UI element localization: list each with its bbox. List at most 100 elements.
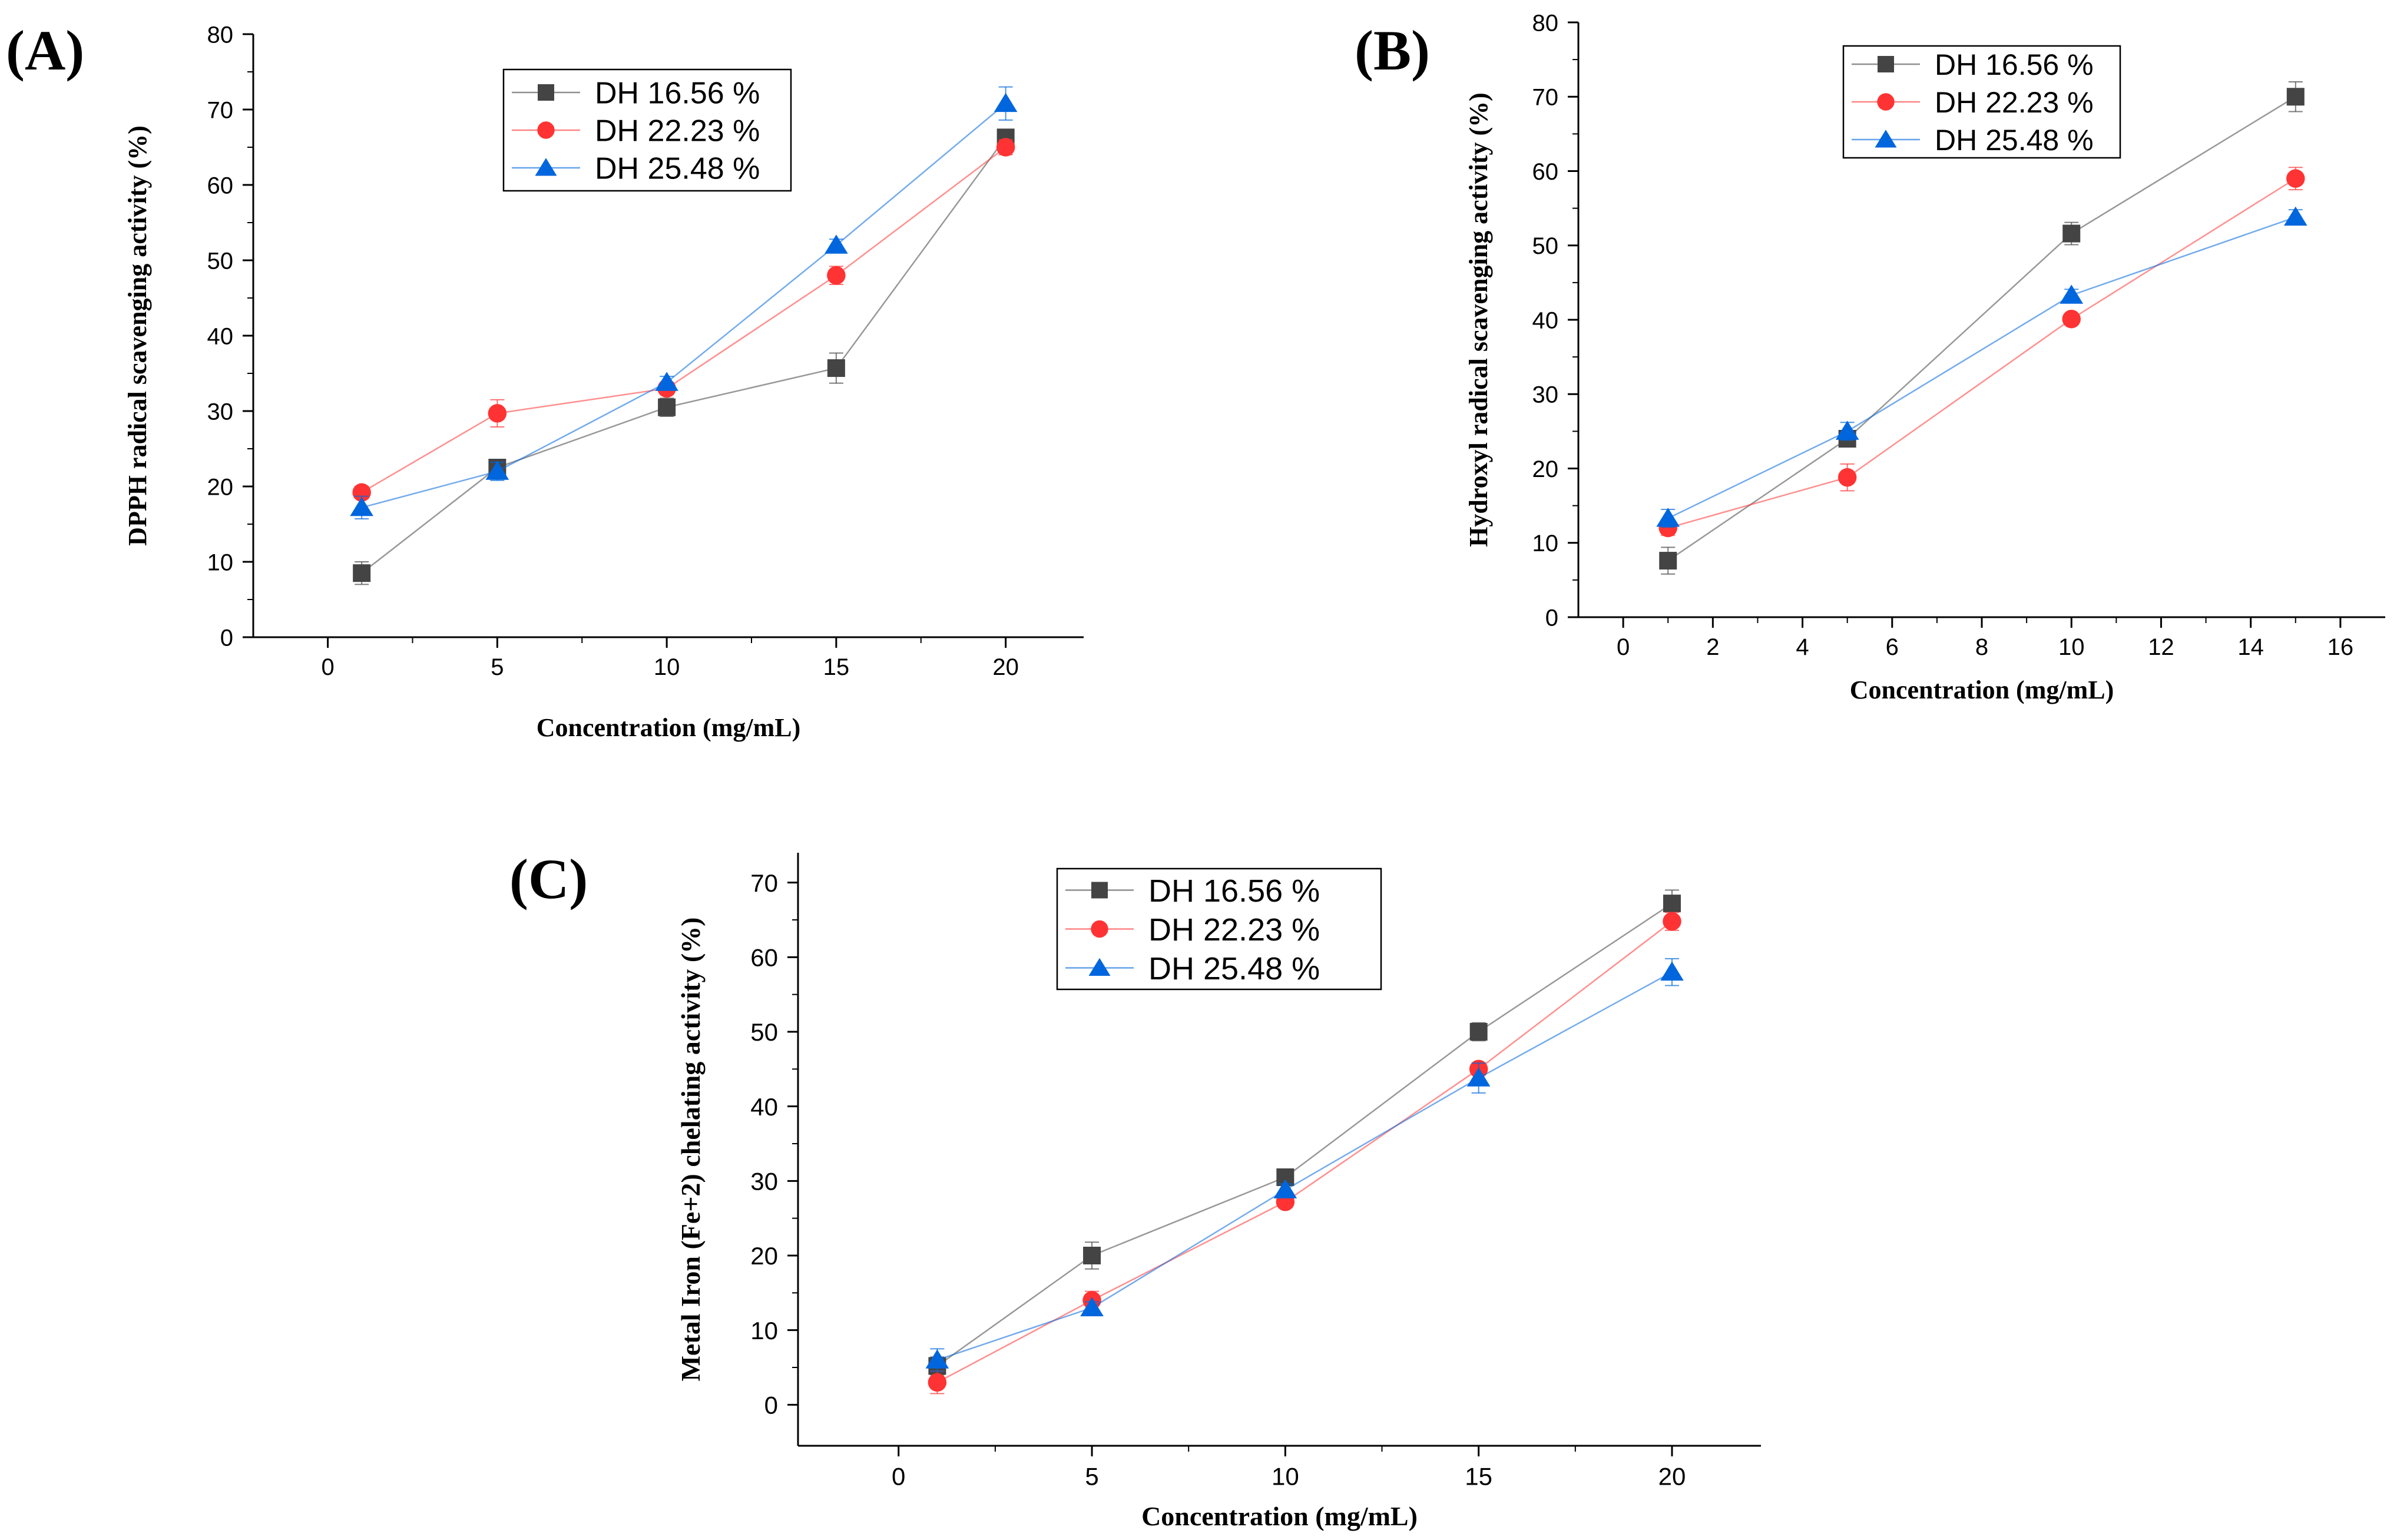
y-tick-label: 10	[750, 1317, 778, 1344]
series-line	[1667, 178, 2296, 529]
y-tick-label: 70	[750, 869, 778, 897]
data-point	[655, 372, 678, 391]
y-axis-title: DPPH radical scavenging activity (%)	[123, 125, 152, 546]
series-line	[1667, 96, 2296, 562]
y-tick-label: 0	[764, 1391, 778, 1419]
series-line	[361, 147, 1007, 494]
x-tick-label: 6	[1886, 634, 1899, 660]
data-point	[827, 266, 846, 285]
y-tick-label: 20	[750, 1242, 778, 1270]
y-tick-label: 0	[220, 625, 233, 651]
data-point	[488, 404, 507, 423]
data-point	[353, 564, 371, 582]
legend-marker	[1091, 882, 1108, 899]
legend-item: DH 25.48 %	[1065, 951, 1320, 986]
legend-item: DH 16.56 %	[1852, 48, 2094, 81]
series-line	[1667, 216, 2296, 519]
legend-marker	[1088, 958, 1111, 976]
x-tick-label: 4	[1796, 634, 1809, 660]
panel-label: (B)	[1355, 19, 1430, 82]
y-tick-label: 20	[207, 474, 234, 500]
data-point	[2060, 284, 2084, 304]
legend-label: DH 16.56 %	[595, 77, 760, 111]
x-tick-label: 5	[491, 654, 504, 680]
series-2	[1658, 167, 2305, 538]
x-axis-title: Concentration (mg/mL)	[537, 713, 801, 742]
legend-marker	[537, 121, 555, 139]
y-tick-label: 50	[750, 1018, 778, 1046]
x-axis-title: Concentration (mg/mL)	[1850, 675, 2114, 704]
x-tick-label: 14	[2237, 634, 2264, 660]
data-point	[996, 138, 1015, 157]
x-tick-label: 0	[892, 1462, 905, 1490]
y-tick-label: 50	[1532, 233, 1559, 259]
data-point	[827, 359, 845, 377]
x-tick-label: 12	[2148, 634, 2174, 660]
legend-item: DH 22.23 %	[1065, 912, 1320, 948]
legend-marker	[1878, 56, 1894, 72]
legend-item: DH 16.56 %	[512, 77, 760, 111]
y-tick-label: 80	[1532, 10, 1559, 36]
legend: DH 16.56 %DH 22.23 % DH 25.48 %	[502, 68, 792, 192]
legend-item: DH 16.56 %	[1065, 873, 1320, 909]
series-line	[936, 920, 1673, 1383]
series-line	[361, 137, 1007, 574]
data-point	[825, 234, 848, 254]
legend-label: DH 25.48 %	[1148, 951, 1320, 986]
legend: DH 16.56 % DH 22.23 % DH 25.48 %	[1842, 45, 2121, 159]
x-tick-label: 10	[654, 654, 680, 680]
series-1	[353, 128, 1015, 585]
x-axis-title: Concentration (mg/mL)	[1141, 1501, 1418, 1531]
legend-label: DH 25.48 %	[1935, 124, 2094, 157]
data-point	[1838, 468, 1857, 487]
data-point	[928, 1373, 947, 1392]
chart-panel-b: (B) 0 2 4 6 8 10 12 14 16 0 10 20 30 40 50 60 70 80 Concent…	[1355, 10, 2385, 704]
data-point	[658, 398, 676, 416]
y-tick-label: 10	[1532, 531, 1559, 557]
legend-item: DH 25.48 %	[1852, 124, 2094, 157]
legend-label: DH 22.23 %	[1935, 86, 2094, 119]
y-tick-label: 60	[1532, 159, 1559, 185]
y-tick-label: 30	[750, 1167, 778, 1195]
data-point	[1080, 1297, 1104, 1317]
x-tick-label: 20	[1658, 1462, 1686, 1490]
x-tick-label: 15	[823, 654, 850, 680]
data-point	[350, 496, 373, 516]
data-point	[485, 461, 509, 480]
legend-label: DH 16.56 %	[1935, 48, 2094, 81]
y-tick-label: 50	[207, 248, 234, 274]
x-tick-label: 16	[2328, 634, 2354, 660]
data-point	[2283, 206, 2307, 226]
x-tick-label: 0	[1617, 634, 1630, 660]
y-axis-title: Metal Iron (Fe+2) chelating activity (%)	[676, 918, 706, 1382]
y-tick-label: 80	[207, 22, 234, 48]
legend-marker	[1091, 920, 1108, 938]
y-tick-label: 10	[207, 549, 234, 575]
y-tick-label: 70	[1532, 85, 1559, 111]
y-tick-label: 40	[1532, 307, 1559, 333]
x-tick-label: 5	[1085, 1462, 1098, 1490]
data-point	[1659, 552, 1677, 570]
y-tick-label: 40	[750, 1093, 778, 1121]
data-point	[1660, 961, 1684, 981]
data-point	[2062, 309, 2081, 329]
x-tick-label: 20	[992, 654, 1019, 680]
series-3	[1656, 206, 2307, 528]
legend-label: DH 25.48 %	[595, 152, 760, 186]
data-point	[1663, 895, 1681, 913]
legend-label: DH 22.23 %	[595, 114, 760, 148]
data-point	[1656, 508, 1680, 527]
data-point	[925, 1349, 949, 1369]
legend-label: DH 16.56 %	[1148, 873, 1320, 909]
x-tick-label: 10	[1272, 1462, 1299, 1490]
data-point	[2286, 169, 2305, 188]
panel-label: (C)	[509, 847, 588, 910]
legend-item: DH 22.23 %	[1852, 86, 2094, 119]
x-tick-label: 8	[1975, 634, 1988, 660]
x-tick-label: 0	[321, 654, 334, 680]
series-2	[352, 138, 1015, 502]
panel-label: (A)	[6, 19, 84, 82]
y-tick-label: 30	[1532, 382, 1559, 408]
data-point	[1273, 1179, 1297, 1198]
